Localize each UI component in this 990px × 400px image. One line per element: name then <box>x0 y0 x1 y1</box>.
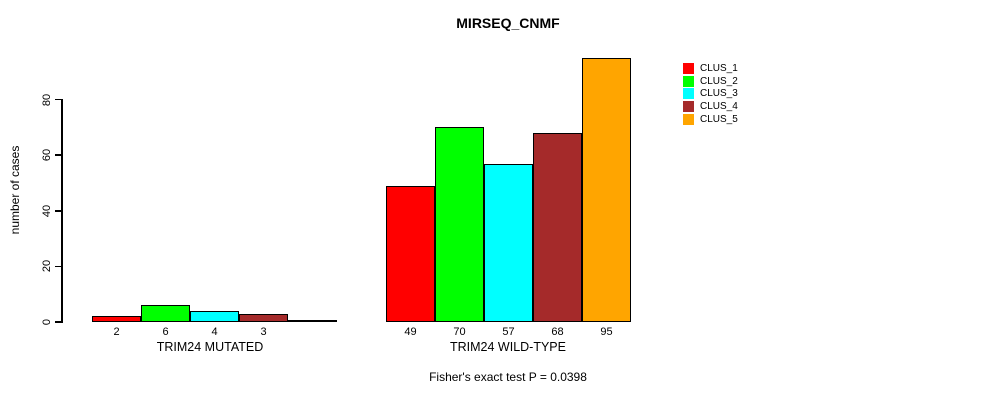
y-tick-label: 60 <box>41 149 53 162</box>
bar-clus_3 <box>484 163 533 322</box>
y-tick-label: 0 <box>41 318 53 326</box>
bar-value-label: 4 <box>211 326 218 338</box>
legend-item: CLUS_5 <box>683 113 738 126</box>
legend-item: CLUS_4 <box>683 100 738 113</box>
y-tick-label: 80 <box>41 93 53 106</box>
legend-label: CLUS_4 <box>700 100 738 112</box>
legend-label: CLUS_5 <box>700 113 738 125</box>
y-axis-tick <box>55 265 62 268</box>
legend-label: CLUS_2 <box>700 75 738 87</box>
bar-clus_3 <box>190 310 239 322</box>
bar-value-label: 57 <box>502 326 515 338</box>
legend-swatch-icon <box>683 62 694 74</box>
chart-title: MIRSEQ_CNMF <box>456 15 560 31</box>
bar-value-label: 2 <box>113 326 120 338</box>
y-axis-label: number of cases <box>8 145 22 235</box>
bar-clus_1 <box>92 316 141 322</box>
y-axis-tick <box>55 98 62 101</box>
bar-value-label: 6 <box>162 326 169 338</box>
bar-value-label: 70 <box>453 326 466 338</box>
legend-swatch-icon <box>683 75 694 87</box>
legend-item: CLUS_2 <box>683 75 738 88</box>
legend-swatch-icon <box>683 113 694 125</box>
legend-swatch-icon <box>683 88 694 100</box>
bar-clus_4 <box>239 313 288 322</box>
fisher-test-annotation: Fisher's exact test P = 0.0398 <box>429 370 587 384</box>
group-label: TRIM24 MUTATED <box>156 340 264 354</box>
y-axis-tick <box>55 321 62 323</box>
y-tick-label: 20 <box>41 260 53 273</box>
bar-clus_1 <box>386 185 435 322</box>
legend-item: CLUS_3 <box>683 87 738 100</box>
legend: CLUS_1 CLUS_2 CLUS_3 CLUS_4 CLUS_5 <box>683 62 738 125</box>
bar-value-label: 68 <box>551 326 564 338</box>
bar-clus_4 <box>533 132 582 322</box>
bar-value-label: 3 <box>260 326 267 338</box>
y-axis-tick <box>55 154 62 156</box>
y-tick-label: 40 <box>41 204 53 217</box>
bar-clus_2 <box>435 127 484 322</box>
bar-clus_5-zero <box>288 320 337 322</box>
bar-clus_2 <box>141 305 190 322</box>
bar-value-label: 95 <box>600 326 613 338</box>
bar-clus_5 <box>582 57 631 322</box>
legend-item: CLUS_1 <box>683 62 738 75</box>
legend-swatch-icon <box>683 100 694 112</box>
y-axis-tick <box>55 210 62 212</box>
group-label: TRIM24 WILD-TYPE <box>450 340 566 354</box>
legend-label: CLUS_1 <box>700 62 738 74</box>
bar-value-label: 49 <box>404 326 417 338</box>
legend-label: CLUS_3 <box>700 88 738 100</box>
